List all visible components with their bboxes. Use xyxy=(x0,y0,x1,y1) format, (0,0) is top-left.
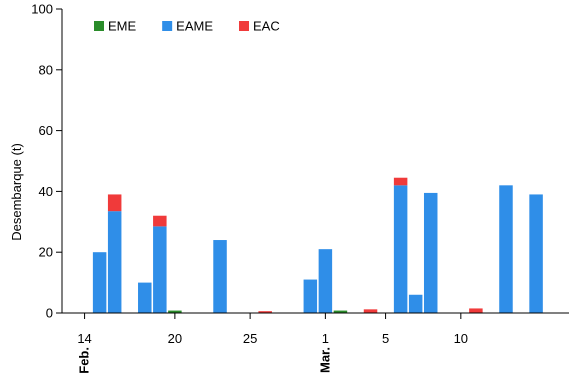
legend-swatch-eme xyxy=(94,21,104,31)
bar-eac-2024-03-04 xyxy=(363,309,378,313)
legend-swatch-eac xyxy=(239,21,250,31)
y-axis-label: Desembarque (t) xyxy=(9,143,24,241)
bar-eame-2024-02-15 xyxy=(92,252,107,313)
bar-eac-2024-02-16 xyxy=(107,194,122,212)
y-tick-label: 60 xyxy=(39,123,53,138)
legend-swatch-eame xyxy=(162,21,173,31)
x-month-label: Feb. xyxy=(77,347,92,374)
bar-eame-2024-03-01 xyxy=(318,249,333,313)
bar-eame-2024-02-18 xyxy=(138,282,152,313)
bar-eme-2024-02-20 xyxy=(168,310,182,313)
y-tick-label: 0 xyxy=(46,306,53,321)
x-tick-label: 20 xyxy=(168,331,182,346)
bar-eame-2024-02-23 xyxy=(213,240,227,313)
x-tick-label: 5 xyxy=(382,331,389,346)
y-axis: 0 20 40 60 80 100 xyxy=(31,2,63,321)
legend: EME EAME EAC xyxy=(94,19,280,34)
bar-eame-2024-03-15 xyxy=(529,194,543,313)
bar-eame-2024-03-08 xyxy=(423,192,438,313)
legend-label-eac: EAC xyxy=(253,19,280,34)
bar-eac-2024-03-11 xyxy=(469,308,483,313)
bar-eame-2024-02-29 xyxy=(303,279,318,313)
legend-label-eame: EAME xyxy=(176,19,213,34)
y-tick-label: 20 xyxy=(39,245,53,260)
plot-area xyxy=(92,177,543,313)
x-tick-label: 1 xyxy=(322,331,329,346)
legend-label-eme: EME xyxy=(108,19,137,34)
y-tick-label: 100 xyxy=(31,2,53,17)
bar-eame-2024-03-06 xyxy=(393,185,408,313)
y-tick-label: 40 xyxy=(39,184,53,199)
bar-eame-2024-03-07 xyxy=(408,294,423,313)
x-tick-label: 10 xyxy=(454,331,468,346)
bar-eme-2024-03-02 xyxy=(333,310,348,313)
x-tick-label: 14 xyxy=(77,331,91,346)
bar-eame-2024-02-19 xyxy=(153,226,167,313)
bar-eame-2024-02-16 xyxy=(107,211,122,313)
bar-eac-2024-02-19 xyxy=(153,215,167,227)
x-month-label: Mar. xyxy=(317,347,332,373)
bar-eame-2024-03-13 xyxy=(499,185,513,313)
bar-eac-2024-02-26 xyxy=(258,311,272,313)
bar-eac-2024-03-06 xyxy=(393,177,408,186)
x-tick-label: 25 xyxy=(243,331,257,346)
y-tick-label: 80 xyxy=(39,62,53,77)
